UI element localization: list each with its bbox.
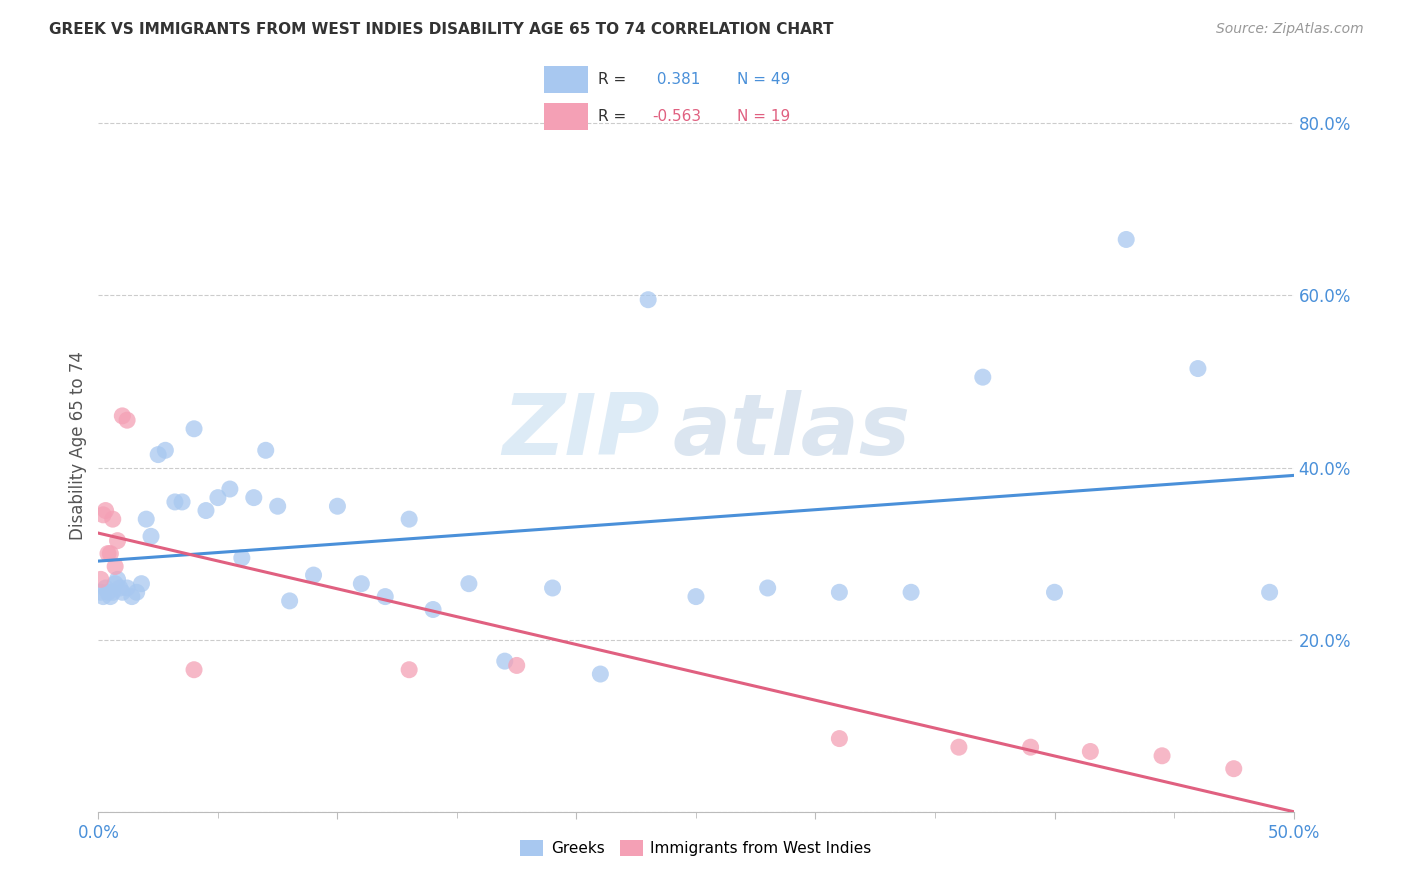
Point	[104, 576, 127, 591]
Point	[101, 512, 124, 526]
Point	[183, 663, 205, 677]
Point	[155, 443, 177, 458]
Point	[207, 491, 229, 505]
Point	[828, 585, 851, 599]
Point	[107, 573, 129, 587]
Point	[948, 740, 970, 755]
Point	[148, 448, 170, 462]
Text: GREEK VS IMMIGRANTS FROM WEST INDIES DISABILITY AGE 65 TO 74 CORRELATION CHART: GREEK VS IMMIGRANTS FROM WEST INDIES DIS…	[49, 22, 834, 37]
Point	[98, 590, 122, 604]
Point	[1080, 744, 1102, 758]
Point	[195, 503, 218, 517]
Point	[494, 654, 516, 668]
Point	[219, 482, 242, 496]
Point	[1115, 232, 1137, 246]
Point	[756, 581, 779, 595]
Point	[104, 559, 127, 574]
Point	[302, 568, 325, 582]
Point	[326, 500, 349, 514]
FancyBboxPatch shape	[544, 66, 588, 94]
Point	[231, 550, 253, 565]
Point	[350, 576, 373, 591]
Point	[97, 547, 120, 561]
Point	[94, 581, 117, 595]
Text: R =: R =	[599, 72, 627, 87]
Text: -0.563: -0.563	[652, 109, 702, 124]
Point	[115, 581, 138, 595]
Point	[94, 503, 117, 517]
Point	[91, 508, 114, 522]
Point	[163, 495, 186, 509]
Text: 0.381: 0.381	[652, 72, 700, 87]
Point	[1258, 585, 1281, 599]
Point	[1019, 740, 1042, 755]
Point	[172, 495, 194, 509]
Point	[107, 533, 129, 548]
FancyBboxPatch shape	[544, 103, 588, 130]
Point	[828, 731, 851, 746]
Text: Source: ZipAtlas.com: Source: ZipAtlas.com	[1216, 22, 1364, 37]
Point	[1043, 585, 1066, 599]
Point	[254, 443, 277, 458]
Point	[139, 529, 162, 543]
Point	[135, 512, 157, 526]
Point	[972, 370, 994, 384]
Point	[589, 667, 612, 681]
Point	[121, 590, 143, 604]
Point	[97, 585, 120, 599]
Point	[108, 581, 131, 595]
Point	[685, 590, 707, 604]
Y-axis label: Disability Age 65 to 74: Disability Age 65 to 74	[69, 351, 87, 541]
Text: N = 49: N = 49	[737, 72, 790, 87]
Point	[90, 585, 112, 599]
Point	[101, 585, 124, 599]
Point	[267, 500, 290, 514]
Point	[637, 293, 659, 307]
Point	[125, 585, 148, 599]
Point	[422, 602, 444, 616]
Point	[541, 581, 564, 595]
Text: R =: R =	[599, 109, 627, 124]
Point	[1187, 361, 1209, 376]
Text: atlas: atlas	[672, 390, 910, 473]
Point	[900, 585, 922, 599]
Text: ZIP: ZIP	[502, 390, 661, 473]
Point	[115, 413, 138, 427]
Point	[1152, 748, 1174, 763]
Point	[111, 585, 134, 599]
Point	[90, 573, 112, 587]
Point	[398, 663, 420, 677]
Point	[1223, 762, 1246, 776]
Point	[98, 547, 122, 561]
Point	[243, 491, 266, 505]
Point	[374, 590, 396, 604]
Point	[458, 576, 481, 591]
Point	[111, 409, 134, 423]
Point	[91, 590, 114, 604]
Text: N = 19: N = 19	[737, 109, 790, 124]
Point	[183, 422, 205, 436]
Legend: Greeks, Immigrants from West Indies: Greeks, Immigrants from West Indies	[515, 834, 877, 863]
Point	[506, 658, 529, 673]
Point	[278, 594, 301, 608]
Point	[398, 512, 420, 526]
Point	[131, 576, 153, 591]
